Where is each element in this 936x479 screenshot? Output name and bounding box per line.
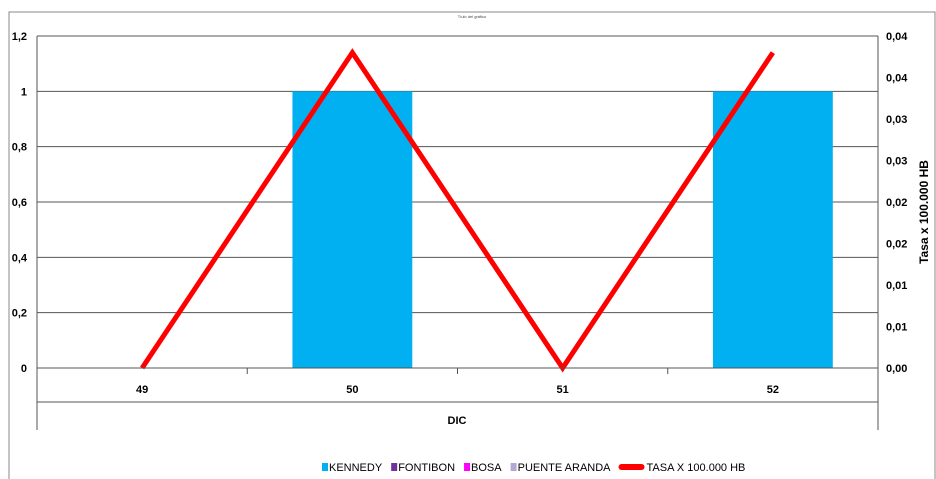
right-axis-title: Tasa x 100.000 HB <box>917 160 931 264</box>
right-tick-label: 0,00 <box>886 363 907 375</box>
chart-title: Tíulo del gráfico <box>458 14 487 19</box>
right-tick-label: 0,03 <box>886 156 907 168</box>
left-axis-ticks: 0 0,2 0,4 0,6 0,8 1 1,2 <box>12 31 28 375</box>
legend-label-tasa-x-100-000-hb: TASA X 100.000 HB <box>647 462 746 474</box>
left-tick-label: 0,2 <box>12 308 27 320</box>
legend-marker-puente-aranda <box>510 463 517 471</box>
right-tick-label: 0,03 <box>886 114 907 126</box>
legend-marker-bosa <box>464 463 471 471</box>
legend-label-bosa: BOSA <box>471 462 502 474</box>
right-tick-label: 0,01 <box>886 280 907 292</box>
left-tick-label: 1 <box>21 86 27 98</box>
axes <box>36 36 879 430</box>
legend-label-kennedy: KENNEDY <box>329 462 383 474</box>
x-tick-label: 49 <box>136 384 148 396</box>
left-tick-label: 1,2 <box>12 31 27 43</box>
left-tick-label: 0 <box>21 363 27 375</box>
x-axis-ticks: 49 50 51 52 <box>136 384 779 396</box>
bar-kennedy <box>712 91 833 368</box>
bar-kennedy <box>292 91 413 368</box>
right-tick-label: 0,02 <box>886 197 907 209</box>
legend-marker-kennedy <box>322 463 328 471</box>
rate-line <box>140 48 775 373</box>
right-axis-ticks: 0,00 0,01 0,01 0,02 0,02 0,03 0,03 0,04 0,04 <box>886 31 908 375</box>
right-tick-label: 0,02 <box>886 239 907 251</box>
x-tick-label: 52 <box>767 384 779 396</box>
bars <box>292 91 833 368</box>
legend: KENNEDY FONTIBON BOSA PUENTE ARANDA TASA X 1… <box>322 462 745 474</box>
right-tick-label: 0,04 <box>886 31 908 43</box>
left-tick-label: 0,8 <box>12 142 27 154</box>
legend-label-puente-aranda: PUENTE ARANDA <box>518 462 612 474</box>
right-tick-label: 0,04 <box>886 73 908 85</box>
left-tick-label: 0,6 <box>12 197 27 209</box>
x-tick-label: 51 <box>557 384 569 396</box>
x-tick-label: 50 <box>346 384 358 396</box>
right-tick-label: 0,01 <box>886 322 907 334</box>
x-group-label: DIC <box>448 415 467 427</box>
legend-label-fontibon: FONTIBON <box>398 462 455 474</box>
legend-marker-fontibon <box>391 463 398 471</box>
line-series <box>140 48 775 373</box>
left-tick-label: 0,4 <box>12 252 28 264</box>
